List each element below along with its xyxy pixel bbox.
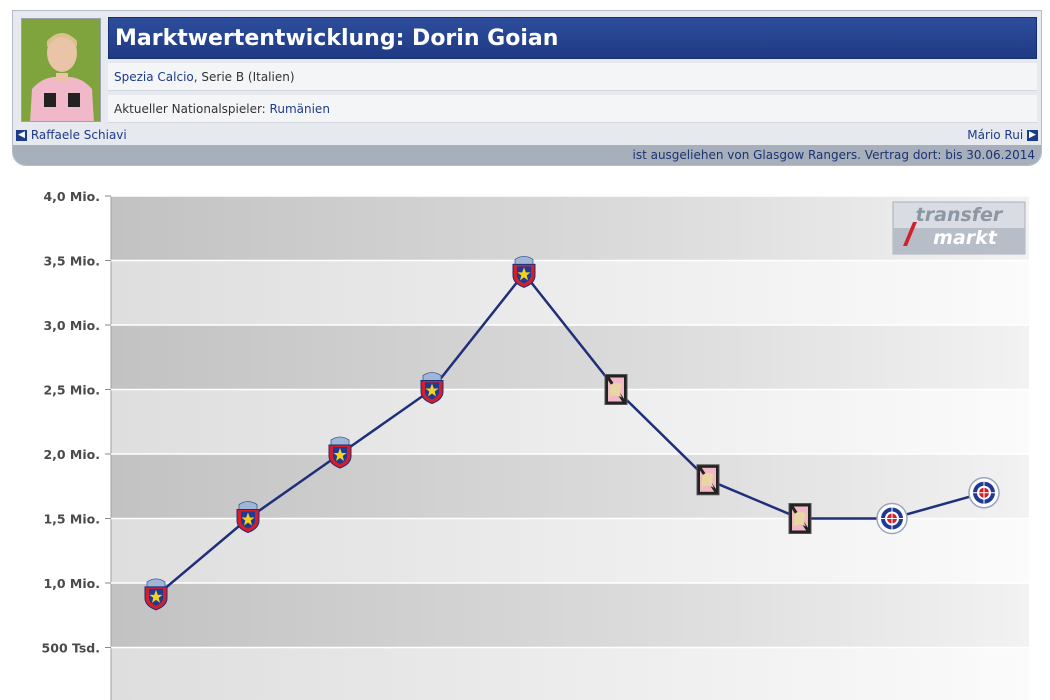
chevron-right-icon: ▶ — [1027, 130, 1038, 141]
rangers-logo-icon[interactable] — [876, 502, 908, 535]
page-title: Marktwertentwicklung: Dorin Goian — [108, 17, 1037, 59]
transfermarkt-logo: transfer markt — [892, 201, 1026, 255]
previous-player-name: Raffaele Schiavi — [30, 128, 127, 142]
national-player-row: Aktueller Nationalspieler: Rumänien — [108, 95, 1037, 123]
steaua-logo-icon[interactable] — [512, 256, 536, 288]
y-tick-label: 4,0 Mio. — [43, 189, 100, 204]
y-tick-label: 2,5 Mio. — [43, 383, 100, 398]
steaua-logo-icon[interactable] — [420, 372, 444, 405]
plot-band — [111, 260, 1029, 325]
watermark-line2: markt — [933, 227, 998, 249]
plot-band — [111, 518, 1029, 583]
y-tick-label: 3,5 Mio. — [43, 254, 100, 269]
y-tick-label: 3,0 Mio. — [43, 318, 100, 333]
palermo-logo-icon[interactable] — [604, 374, 628, 405]
plot-band — [111, 389, 1029, 454]
steaua-logo-icon[interactable] — [144, 578, 168, 611]
plot-band — [111, 196, 1029, 261]
y-tick-label: 1,0 Mio. — [43, 576, 100, 591]
y-tick-label: 2,0 Mio. — [43, 447, 100, 462]
previous-player-link[interactable]: ◀ Raffaele Schiavi — [16, 128, 127, 142]
loan-info-bar: ist ausgeliehen von Glasgow Rangers. Ver… — [13, 145, 1041, 165]
plot-band — [111, 647, 1029, 700]
y-tick-label: 1,5 Mio. — [43, 512, 100, 527]
club-row: Spezia Calcio, Serie B (Italien) — [108, 63, 1037, 91]
player-photo — [21, 18, 101, 122]
national-player-label: Aktueller Nationalspieler: — [114, 102, 270, 116]
plot-background — [110, 196, 1029, 700]
player-photo-image — [22, 19, 100, 121]
y-axis-ticks: 4,0 Mio. 3,5 Mio. 3,0 Mio. 2,5 Mio. 2,0 Mio.… — [42, 189, 100, 656]
club-link[interactable]: Spezia Calcio — [114, 70, 194, 84]
palermo-logo-icon[interactable] — [788, 503, 812, 534]
plot-band — [111, 583, 1029, 648]
steaua-logo-icon[interactable] — [328, 436, 352, 469]
palermo-logo-icon[interactable] — [696, 464, 720, 496]
rangers-logo-icon[interactable] — [968, 476, 1000, 509]
series-line — [155, 271, 985, 597]
chevron-left-icon: ◀ — [16, 130, 27, 141]
player-header: Marktwertentwicklung: Dorin Goian Spezia… — [12, 10, 1042, 166]
league-text: , Serie B (Italien) — [193, 70, 295, 84]
y-tick-label: 500 Tsd. — [42, 641, 100, 656]
next-player-link[interactable]: Mário Rui ▶ — [967, 128, 1038, 142]
grid-lines — [105, 195, 1029, 649]
next-player-name: Mário Rui — [967, 128, 1024, 142]
steaua-logo-icon[interactable] — [236, 501, 260, 534]
transfermarkt-swoosh-icon — [903, 222, 917, 246]
data-points — [144, 256, 1000, 611]
watermark-line1: transfer — [916, 204, 1004, 226]
plot-band — [111, 325, 1029, 390]
country-link[interactable]: Rumänien — [269, 102, 330, 116]
